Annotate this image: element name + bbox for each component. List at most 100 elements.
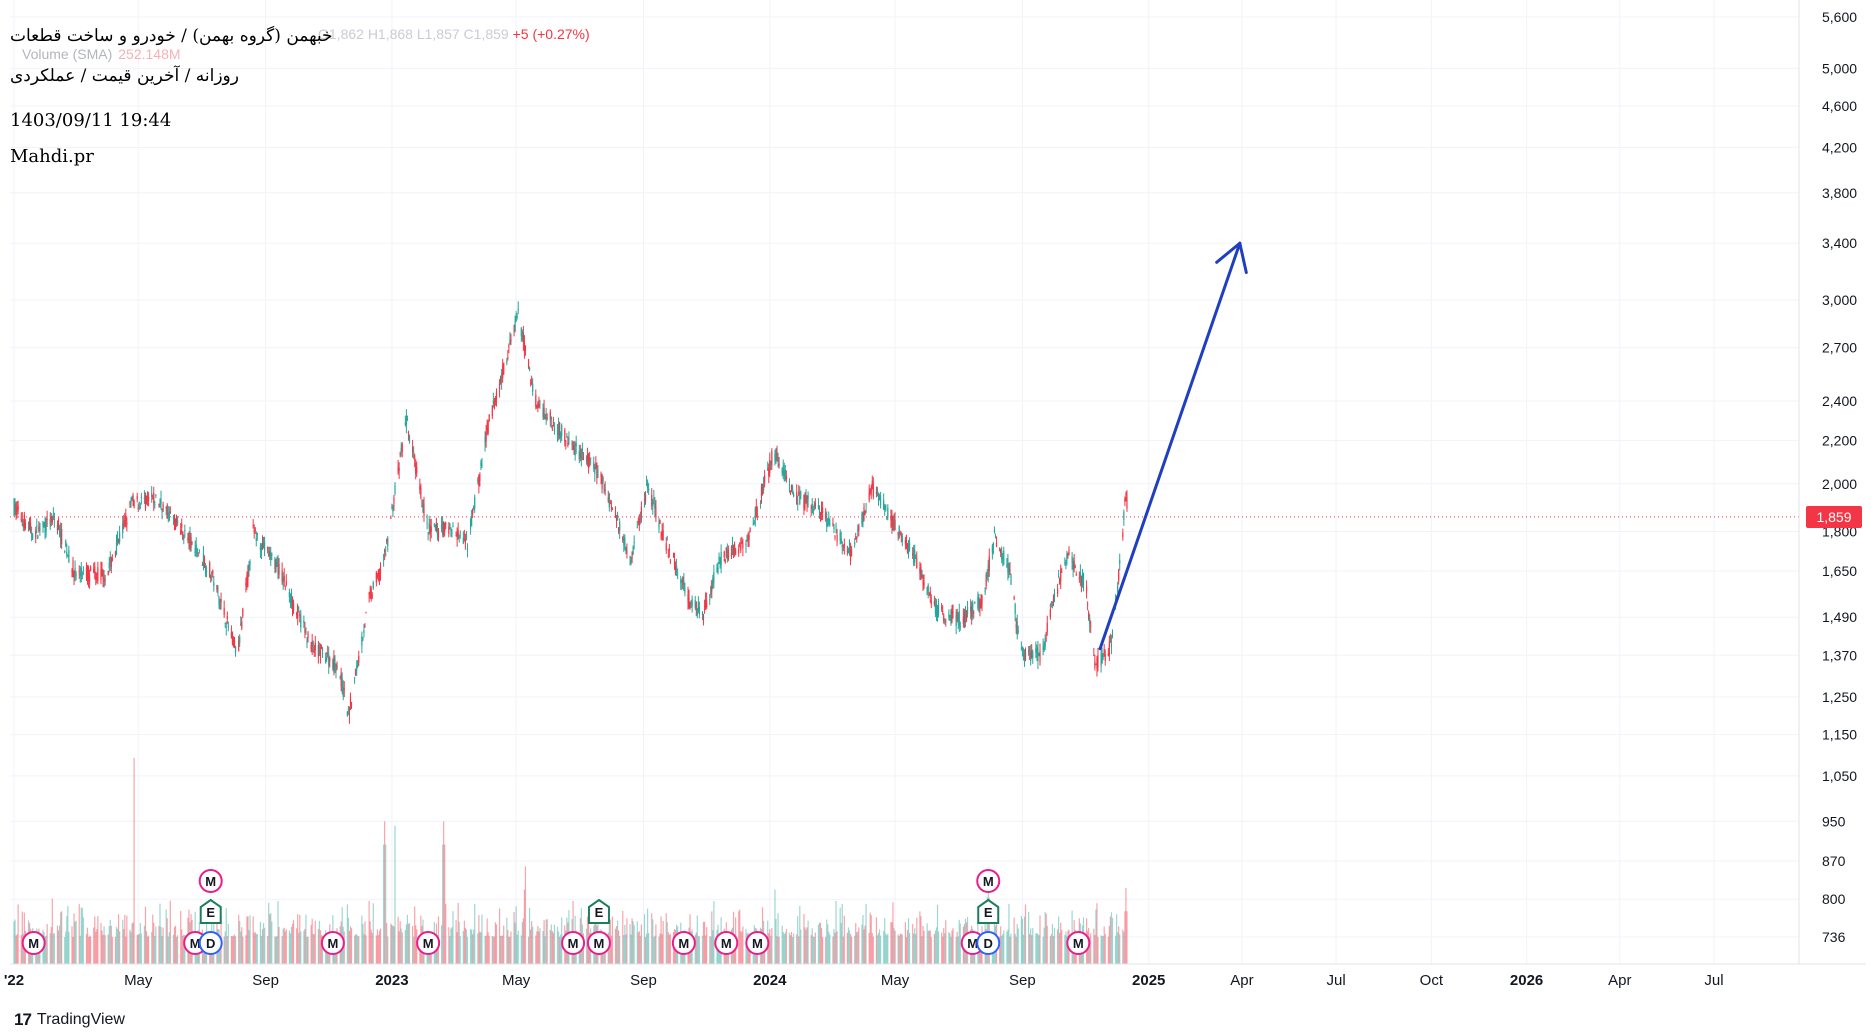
- x-axis[interactable]: '22 May Sep 2023 May Sep 2024 May Sep 2025 Apr Jul O…: [4, 972, 1724, 989]
- tradingview-brand[interactable]: 17 TradingView: [14, 1010, 125, 1030]
- volume-bar: [872, 936, 874, 964]
- volume-bar: [697, 935, 699, 964]
- candle-body: [1060, 569, 1062, 582]
- candle-body: [436, 525, 439, 536]
- y-tick-label: 1,150: [1822, 727, 1857, 743]
- candle-body: [81, 577, 83, 579]
- candle-body: [992, 542, 995, 547]
- volume-bar: [278, 926, 280, 964]
- volume-bar: [51, 898, 53, 964]
- dividend-icon: [416, 931, 441, 955]
- candle-body: [702, 617, 705, 619]
- volume-bar: [459, 936, 461, 964]
- y-tick-label: 1,650: [1822, 563, 1857, 579]
- candle-body: [543, 407, 545, 417]
- volume-bar: [631, 918, 633, 964]
- dividend-icon: [198, 869, 223, 893]
- candle-body: [674, 565, 677, 575]
- volume-bar: [102, 934, 104, 964]
- volume-bar: [297, 914, 299, 964]
- volume-bar: [1036, 933, 1038, 964]
- candle-body: [433, 523, 435, 525]
- volume-bar: [1058, 916, 1060, 964]
- candle-body: [858, 524, 860, 530]
- volume-bar: [943, 928, 945, 964]
- volume-bar: [100, 922, 102, 964]
- candle-body: [82, 570, 84, 572]
- candle-body: [565, 441, 567, 443]
- candle-body: [102, 570, 104, 580]
- candle-body: [365, 612, 367, 614]
- y-axis[interactable]: 5,600 5,000 4,600 4,200 3,800 3,400 3,000 2,700…: [1822, 9, 1857, 945]
- candle-body: [618, 527, 620, 533]
- candle-body: [1013, 596, 1015, 600]
- candle-body: [400, 447, 402, 452]
- candle-body: [1029, 653, 1031, 655]
- trend-arrow[interactable]: [1098, 241, 1248, 651]
- volume-bar: [813, 936, 815, 964]
- candle-body: [921, 570, 923, 577]
- event-m-marker: M: [416, 931, 441, 955]
- candle-body: [466, 548, 469, 550]
- volume-bar: [549, 929, 551, 964]
- volume-bar: [450, 928, 452, 964]
- candle-body: [821, 507, 824, 513]
- volume-bar: [478, 915, 480, 964]
- candle-body: [1110, 642, 1113, 648]
- candle-body: [189, 534, 191, 546]
- volume-bar: [904, 922, 907, 964]
- volume-bar: [1021, 918, 1024, 964]
- candle-body: [182, 531, 184, 540]
- volume-bar: [509, 936, 511, 964]
- volume-bar: [927, 930, 929, 964]
- volume-bar: [1037, 933, 1039, 964]
- candle-body: [147, 497, 150, 501]
- volume-bar: [173, 927, 176, 964]
- candle-body: [582, 457, 585, 460]
- volume-bar: [303, 930, 305, 964]
- candle-body: [277, 561, 279, 575]
- volume-bar: [1046, 925, 1048, 964]
- candle-body: [638, 518, 640, 526]
- candle-body: [907, 545, 910, 554]
- candle-body: [603, 483, 605, 492]
- candle-body: [545, 412, 547, 419]
- candle-body: [828, 516, 830, 525]
- volume-bar: [905, 936, 908, 964]
- volume-bar: [310, 925, 312, 964]
- candle-body: [1043, 646, 1045, 651]
- candle-body: [202, 553, 205, 566]
- candle-body: [194, 548, 196, 557]
- volume-bar: [361, 915, 363, 964]
- volume-bar: [523, 889, 526, 964]
- volume-bar: [46, 924, 48, 964]
- volume-bar: [116, 928, 119, 964]
- candle-body: [510, 338, 512, 342]
- chart-title: خبهمن (گروه بهمن) / خودرو و ساخت قطعات: [10, 26, 333, 46]
- volume-bar: [449, 936, 451, 964]
- candle-body: [1006, 564, 1008, 567]
- volume-bar: [358, 936, 360, 964]
- candle-body: [797, 503, 799, 505]
- volume-bar: [653, 936, 655, 964]
- volume-bar: [790, 931, 793, 964]
- volume-bar: [21, 911, 23, 964]
- candle-body: [249, 562, 251, 564]
- candle-body: [398, 467, 400, 471]
- volume-bar: [907, 918, 910, 964]
- candle-body: [87, 567, 90, 580]
- candle-body: [813, 504, 815, 506]
- candle-body: [1061, 571, 1063, 573]
- volume-bar: [804, 927, 806, 964]
- volume-bar: [702, 921, 705, 964]
- candle-body: [1101, 655, 1103, 664]
- volume-bar: [491, 936, 493, 964]
- volume-bar: [270, 912, 272, 964]
- candle-body: [610, 505, 612, 508]
- candle-body: [544, 417, 546, 419]
- volume-bar: [619, 935, 621, 964]
- candle-body: [1024, 652, 1027, 660]
- candle-body: [385, 553, 387, 555]
- volume-bar: [232, 935, 235, 964]
